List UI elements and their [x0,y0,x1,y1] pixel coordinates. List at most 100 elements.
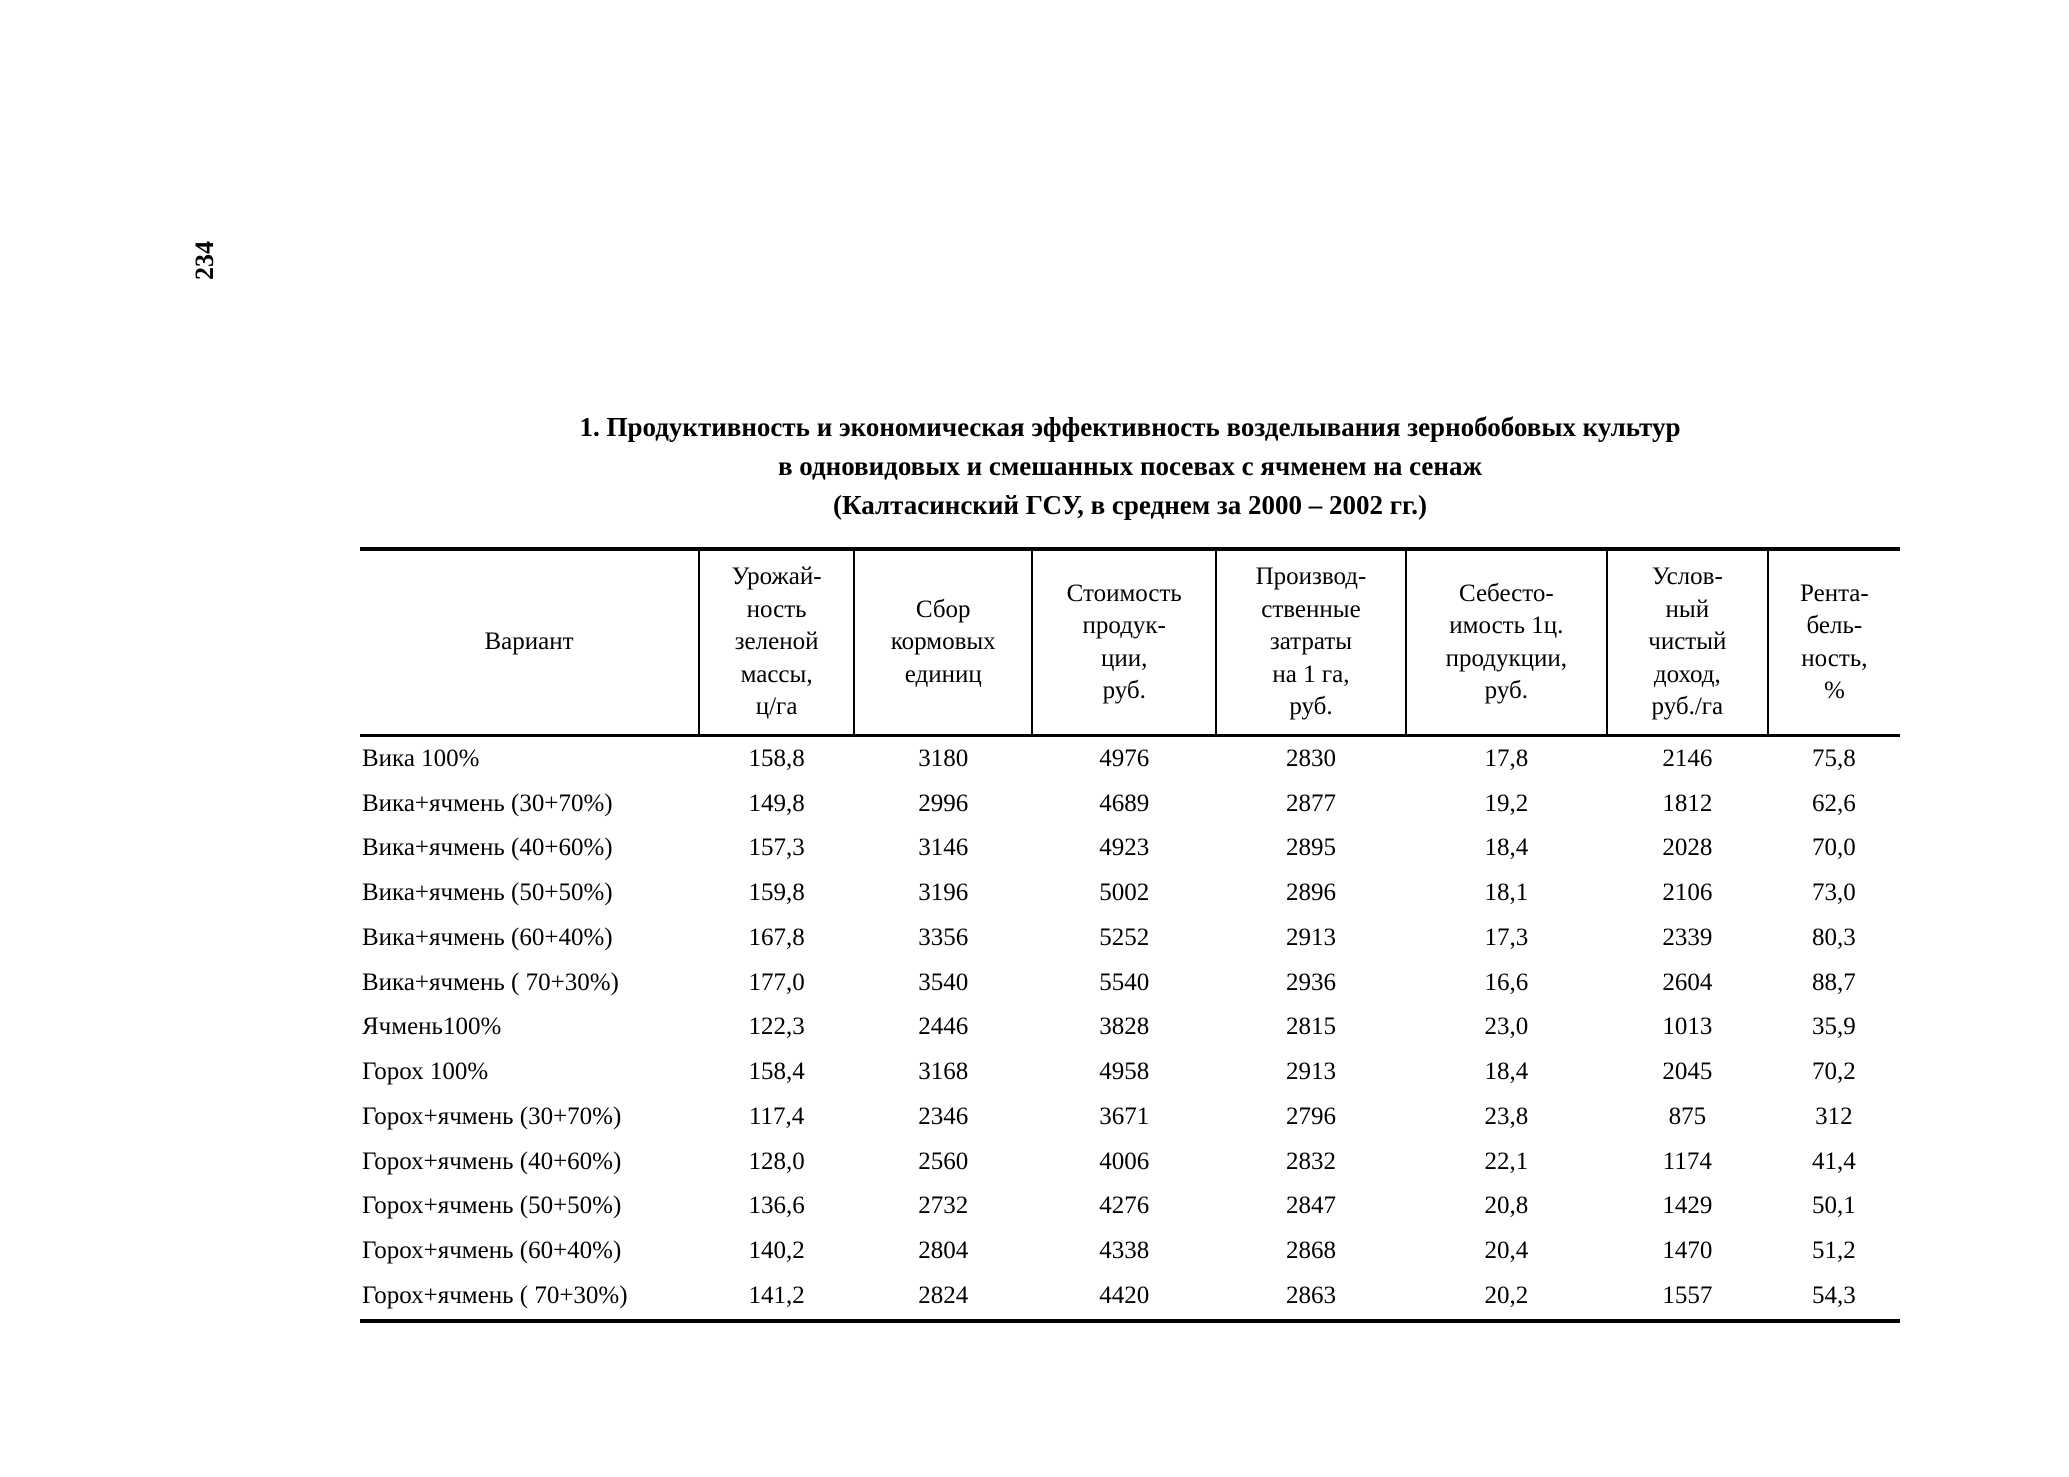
cell-profit: 75,8 [1768,735,1900,781]
cell-units: 2346 [854,1095,1032,1140]
table-row: Горох+ячмень (60+40%)140,228044338286820… [360,1229,1900,1274]
cell-income: 1013 [1607,1005,1768,1050]
cell-variant: Вика+ячмень (30+70%) [360,782,699,827]
cell-variant: Вика+ячмень (50+50%) [360,871,699,916]
column-header-income: Услов-ныйчистыйдоход,руб./га [1607,549,1768,735]
cell-variant: Вика+ячмень (40+60%) [360,826,699,871]
cell-yield: 158,8 [699,735,854,781]
cell-profit: 35,9 [1768,1005,1900,1050]
cell-profit: 51,2 [1768,1229,1900,1274]
cell-variant: Ячмень100% [360,1005,699,1050]
cell-units: 3540 [854,961,1032,1006]
table-row: Вика+ячмень (40+60%)157,331464923289518,… [360,826,1900,871]
cell-units: 2996 [854,782,1032,827]
cell-cost: 4689 [1032,782,1216,827]
cell-yield: 128,0 [699,1140,854,1185]
title-line-2: в одновидовых и смешанных посевах с ячме… [360,447,1900,486]
cell-income: 2106 [1607,871,1768,916]
cell-income: 2604 [1607,961,1768,1006]
column-header-profit: Рента-бель-ность,% [1768,549,1900,735]
cell-prime: 16,6 [1406,961,1607,1006]
table-title: 1. Продуктивность и экономическая эффект… [360,408,1900,525]
table-header: ВариантУрожай-ностьзеленоймассы,ц/гаСбор… [360,549,1900,735]
cell-units: 2560 [854,1140,1032,1185]
cell-variant: Горох+ячмень (30+70%) [360,1095,699,1140]
cell-income: 2045 [1607,1050,1768,1095]
column-header-cost: Стоимостьпродук-ции,руб. [1032,549,1216,735]
cell-prime: 20,8 [1406,1184,1607,1229]
cell-expense: 2913 [1216,1050,1406,1095]
cell-yield: 149,8 [699,782,854,827]
cell-expense: 2896 [1216,871,1406,916]
cell-expense: 2868 [1216,1229,1406,1274]
cell-cost: 4420 [1032,1274,1216,1321]
cell-prime: 20,2 [1406,1274,1607,1321]
cell-expense: 2895 [1216,826,1406,871]
cell-income: 1470 [1607,1229,1768,1274]
cell-variant: Горох+ячмень (40+60%) [360,1140,699,1185]
cell-variant: Вика+ячмень (60+40%) [360,916,699,961]
cell-cost: 3828 [1032,1005,1216,1050]
cell-prime: 18,4 [1406,1050,1607,1095]
table-row: Вика+ячмень ( 70+30%)177,035405540293616… [360,961,1900,1006]
column-header-units: Сборкормовыхединиц [854,549,1032,735]
table-row: Вика+ячмень (50+50%)159,831965002289618,… [360,871,1900,916]
cell-prime: 19,2 [1406,782,1607,827]
cell-expense: 2877 [1216,782,1406,827]
title-line-1: 1. Продуктивность и экономическая эффект… [360,408,1900,447]
cell-cost: 4923 [1032,826,1216,871]
cell-profit: 54,3 [1768,1274,1900,1321]
table-row: Горох 100%158,431684958291318,4204570,2 [360,1050,1900,1095]
cell-units: 3196 [854,871,1032,916]
cell-expense: 2796 [1216,1095,1406,1140]
cell-cost: 4958 [1032,1050,1216,1095]
cell-expense: 2913 [1216,916,1406,961]
table-row: Горох+ячмень ( 70+30%)141,22824442028632… [360,1274,1900,1321]
cell-units: 2732 [854,1184,1032,1229]
cell-income: 1812 [1607,782,1768,827]
cell-variant: Вика 100% [360,735,699,781]
cell-units: 2446 [854,1005,1032,1050]
cell-expense: 2832 [1216,1140,1406,1185]
cell-variant: Горох+ячмень (50+50%) [360,1184,699,1229]
cell-prime: 18,1 [1406,871,1607,916]
column-header-prime: Себесто-имость 1ц.продукции,руб. [1406,549,1607,735]
table-row: Ячмень100%122,324463828281523,0101335,9 [360,1005,1900,1050]
column-header-variant: Вариант [360,549,699,735]
cell-expense: 2847 [1216,1184,1406,1229]
cell-expense: 2863 [1216,1274,1406,1321]
cell-units: 3180 [854,735,1032,781]
cell-yield: 167,8 [699,916,854,961]
cell-profit: 70,2 [1768,1050,1900,1095]
cell-units: 2804 [854,1229,1032,1274]
cell-yield: 117,4 [699,1095,854,1140]
cell-prime: 23,8 [1406,1095,1607,1140]
cell-prime: 18,4 [1406,826,1607,871]
cell-units: 3168 [854,1050,1032,1095]
cell-expense: 2936 [1216,961,1406,1006]
cell-profit: 73,0 [1768,871,1900,916]
cell-prime: 17,8 [1406,735,1607,781]
table-row: Горох+ячмень (50+50%)136,627324276284720… [360,1184,1900,1229]
table-row: Вика+ячмень (60+40%)167,833565252291317,… [360,916,1900,961]
cell-cost: 4976 [1032,735,1216,781]
cell-yield: 141,2 [699,1274,854,1321]
cell-variant: Горох+ячмень (60+40%) [360,1229,699,1274]
cell-income: 2146 [1607,735,1768,781]
cell-cost: 4338 [1032,1229,1216,1274]
cell-cost: 4006 [1032,1140,1216,1185]
cell-yield: 140,2 [699,1229,854,1274]
table-row: Вика+ячмень (30+70%)149,829964689287719,… [360,782,1900,827]
cell-income: 1174 [1607,1140,1768,1185]
cell-profit: 50,1 [1768,1184,1900,1229]
cell-yield: 158,4 [699,1050,854,1095]
cell-profit: 41,4 [1768,1140,1900,1185]
cell-profit: 88,7 [1768,961,1900,1006]
cell-income: 2339 [1607,916,1768,961]
cell-cost: 5002 [1032,871,1216,916]
header-row: ВариантУрожай-ностьзеленоймассы,ц/гаСбор… [360,549,1900,735]
cell-yield: 136,6 [699,1184,854,1229]
cell-variant: Горох+ячмень ( 70+30%) [360,1274,699,1321]
data-table: ВариантУрожай-ностьзеленоймассы,ц/гаСбор… [360,547,1900,1322]
cell-prime: 20,4 [1406,1229,1607,1274]
